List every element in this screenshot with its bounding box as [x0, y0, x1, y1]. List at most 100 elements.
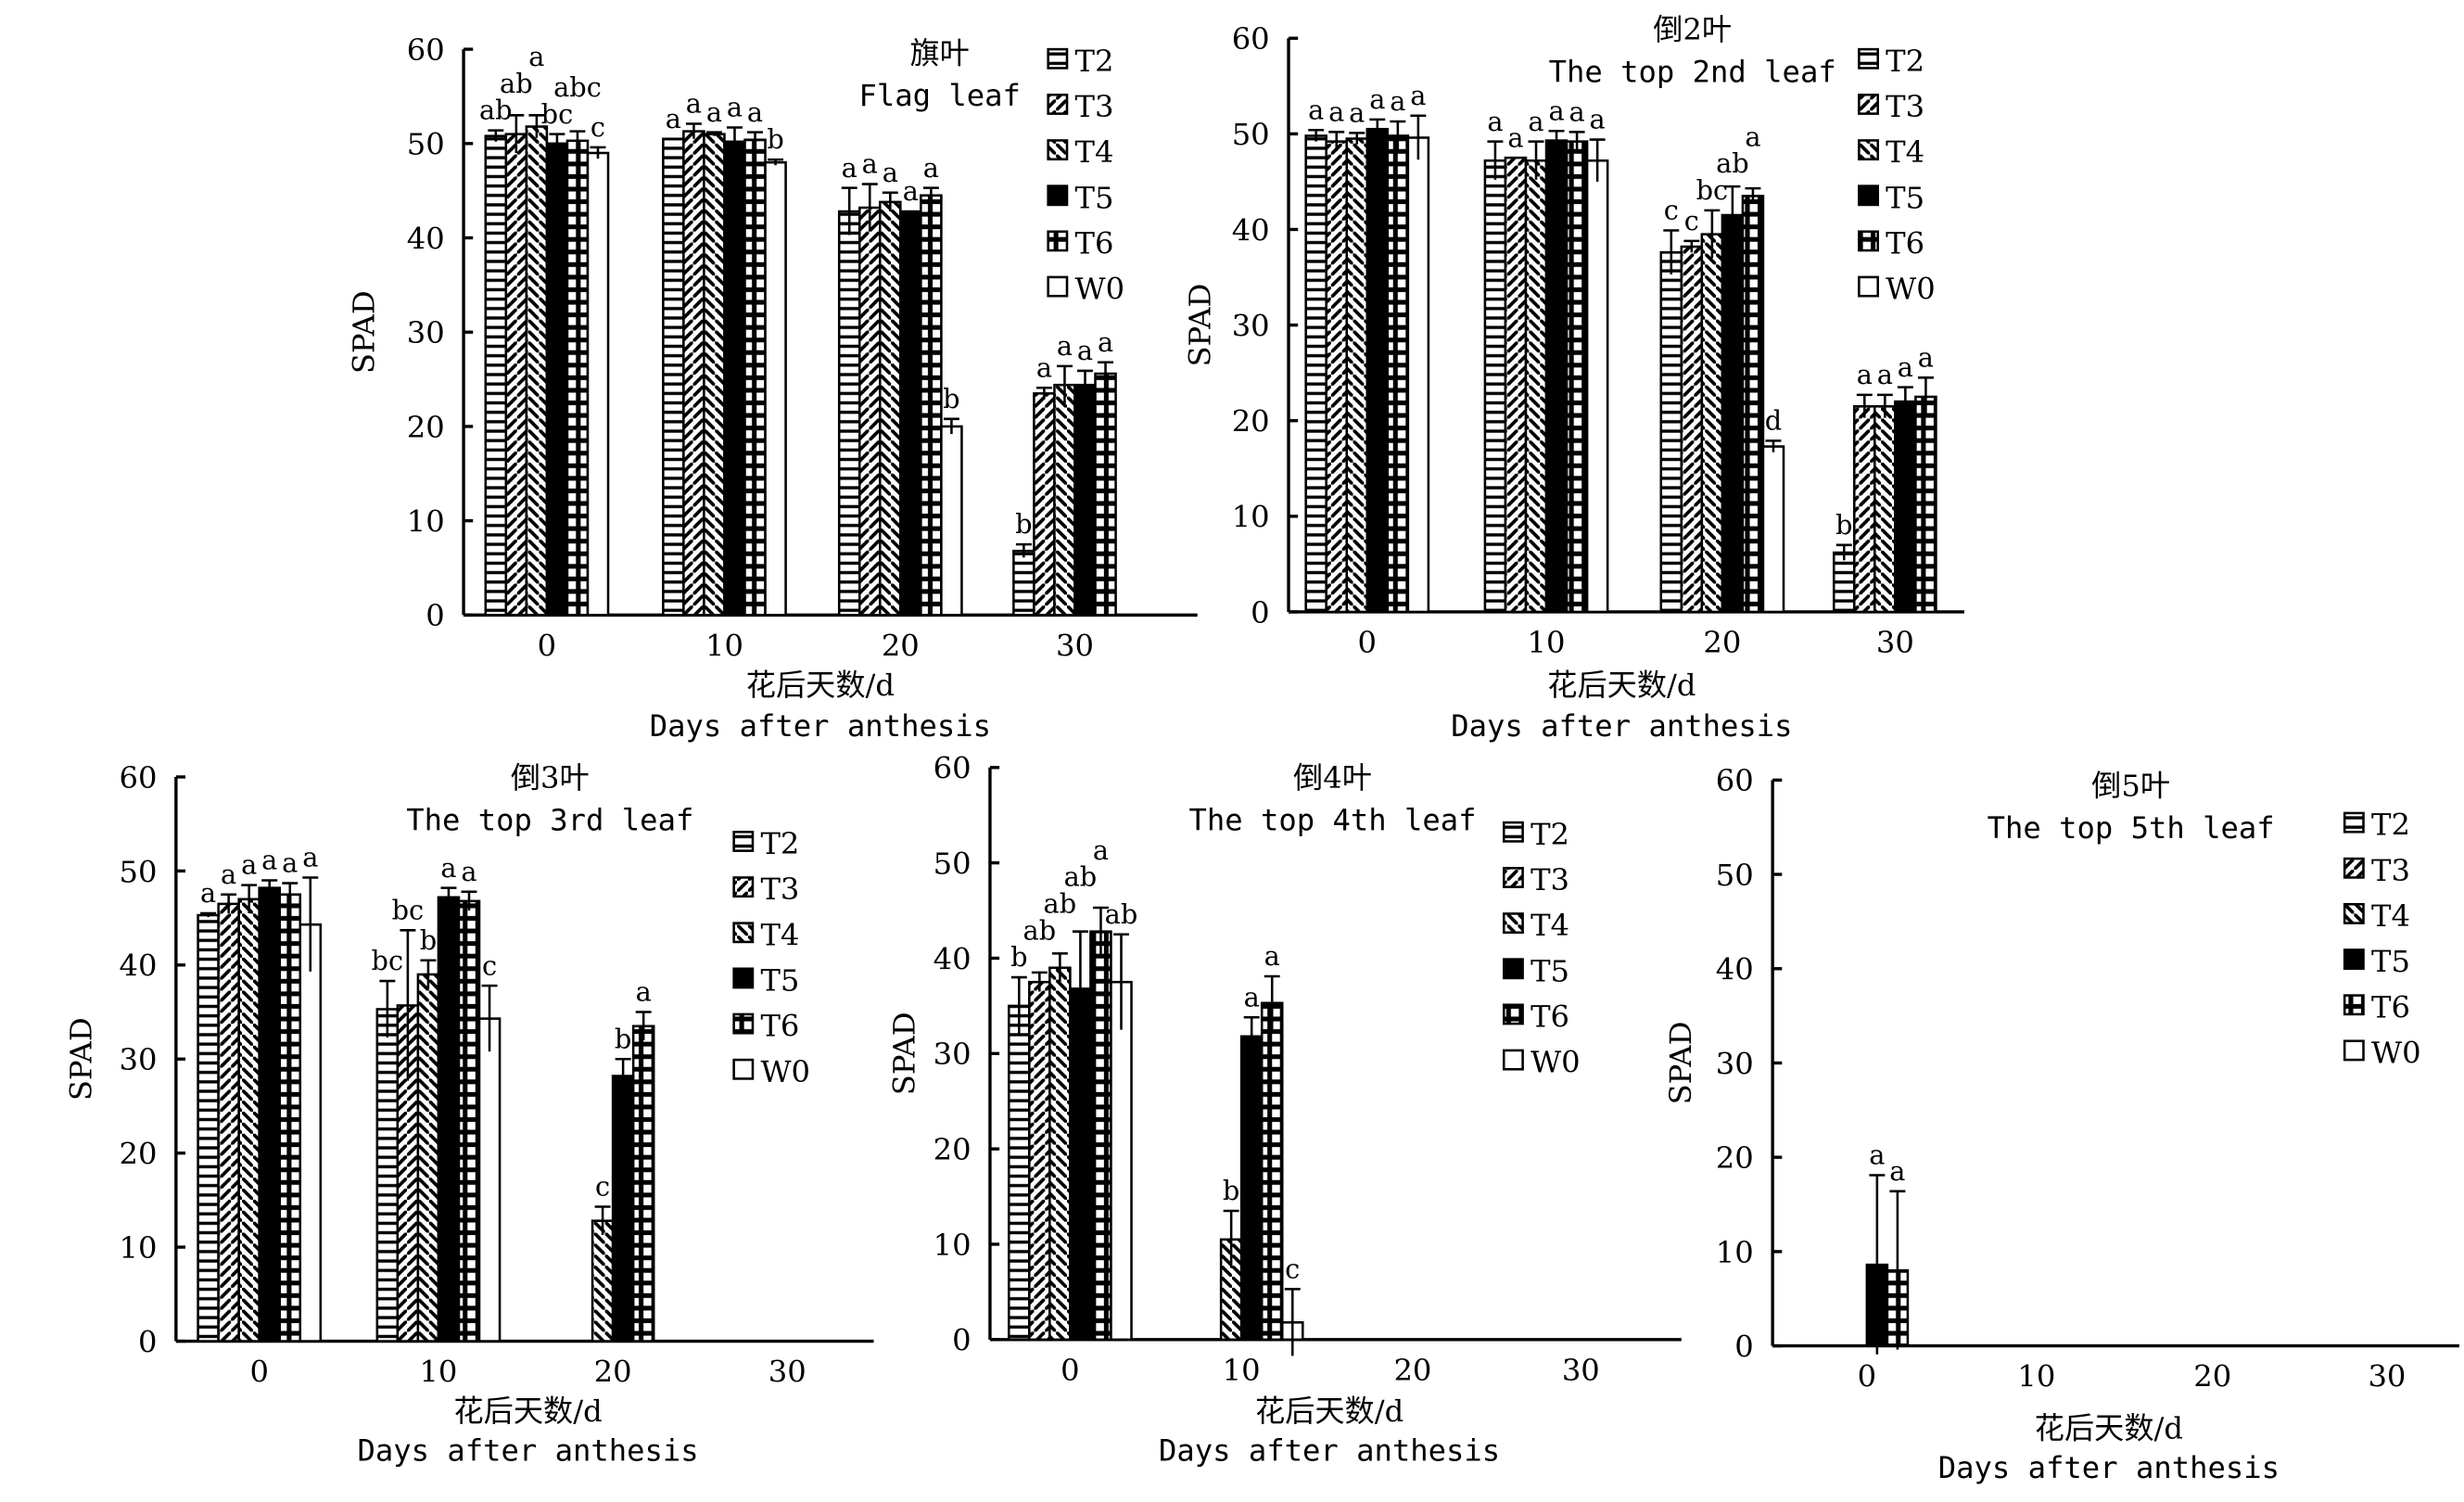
significance-letter: a [1098, 326, 1113, 358]
bar-t4 [525, 125, 549, 617]
x-axis-label-en: Days after anthesis [1938, 1450, 2280, 1485]
legend-label: T6 [1886, 225, 1924, 261]
legend-swatch-t3 [1502, 867, 1524, 888]
y-tick-label: 60 [1716, 763, 1754, 798]
significance-letter: bc [372, 945, 404, 976]
legend-swatch-t5 [732, 967, 755, 989]
legend-swatch-t2 [1502, 821, 1524, 843]
legend-label: T3 [1074, 89, 1113, 124]
x-tick-label: 30 [1876, 625, 1914, 660]
y-tick-label: 10 [934, 1228, 972, 1263]
x-tick-label: 0 [538, 628, 556, 663]
significance-letter: ab [1105, 898, 1138, 930]
bar-t5 [899, 210, 922, 617]
legend-swatch-t2 [2343, 811, 2365, 834]
x-tick-label: 30 [1056, 628, 1094, 663]
significance-letter: a [528, 41, 544, 72]
legend-label: T2 [1530, 817, 1569, 852]
bar-t4 [1345, 137, 1369, 614]
bar-t6 [631, 1025, 655, 1343]
significance-letter: a [883, 157, 898, 188]
bar-t5 [545, 142, 569, 617]
bar-w0 [1585, 159, 1609, 614]
legend-label: T4 [1530, 908, 1569, 943]
bar-w0 [298, 923, 323, 1343]
chart-panel-3: 0 10 20 30 40 50 60 0 10 20 30 倒3叶 The top 3rd leaf 花… [63, 760, 874, 1468]
bar-t3 [1504, 156, 1528, 614]
chart-title: 倒4叶 [1293, 760, 1372, 796]
bar-t6 [743, 138, 767, 617]
bar-t3 [504, 133, 528, 617]
y-tick-label: 30 [1716, 1046, 1754, 1081]
legend-label: T3 [2371, 853, 2410, 888]
x-tick-label: 30 [2368, 1359, 2406, 1394]
legend-label: W0 [1886, 272, 1936, 307]
bar-t6 [565, 139, 590, 617]
x-tick-label: 10 [419, 1355, 457, 1390]
significance-letter: a [261, 845, 277, 876]
bar-t6 [457, 899, 481, 1343]
legend-swatch-t6 [2343, 994, 2365, 1016]
x-tick-label: 0 [1858, 1359, 1876, 1394]
y-tick-label: 40 [1232, 212, 1270, 248]
x-tick-label: 20 [1393, 1353, 1431, 1388]
legend-label: T4 [2371, 898, 2410, 934]
significance-letter: a [706, 96, 722, 128]
legend-swatch-w0 [2343, 1039, 2365, 1062]
y-axis-label: SPAD [346, 290, 381, 374]
significance-letter: a [282, 847, 298, 879]
y-tick-label: 60 [407, 32, 445, 68]
y-tick-label: 0 [425, 598, 444, 633]
legend-swatch-t4 [732, 922, 755, 944]
bar-t3 [1033, 392, 1056, 617]
significance-letter: a [1369, 83, 1385, 115]
legend-label: W0 [1074, 272, 1124, 307]
bar-t2 [1659, 250, 1683, 614]
x-tick-label: 10 [705, 628, 743, 663]
significance-letter: a [1328, 95, 1344, 127]
y-tick-label: 20 [1716, 1140, 1754, 1176]
y-tick-label: 60 [1232, 21, 1270, 57]
bar-t2 [1012, 549, 1035, 617]
significance-letter: a [903, 175, 919, 207]
chart-title: 倒3叶 [511, 760, 590, 796]
y-tick-label: 10 [407, 504, 445, 540]
legend-label: T3 [760, 872, 799, 907]
bar-t5 [1365, 127, 1390, 614]
significance-letter: a [747, 96, 763, 128]
significance-letter: a [727, 92, 743, 123]
legend-swatch-t6 [732, 1012, 755, 1035]
significance-letter: c [1285, 1253, 1300, 1284]
y-tick-label: 60 [120, 760, 158, 796]
y-tick-label: 10 [1716, 1235, 1754, 1270]
x-axis-label-en: Days after anthesis [357, 1432, 698, 1468]
legend-label: T5 [1886, 180, 1924, 215]
significance-letter: a [440, 852, 456, 884]
significance-letter: c [595, 1171, 610, 1203]
y-tick-label: 40 [407, 221, 445, 256]
significance-letter: c [482, 949, 497, 981]
bar-t4 [703, 133, 726, 617]
y-tick-label: 40 [120, 948, 158, 984]
y-tick-label: 60 [934, 751, 972, 786]
bar-t5 [723, 140, 746, 617]
bar-w0 [1110, 980, 1133, 1342]
significance-letter: a [1077, 335, 1093, 366]
bar-t6 [1260, 1001, 1284, 1342]
bar-t3 [217, 902, 240, 1343]
significance-letter: bc [392, 894, 425, 925]
bar-t4 [1048, 966, 1072, 1342]
y-tick-label: 20 [1232, 404, 1270, 439]
legend-label: T2 [760, 826, 799, 861]
chart-panel-4: 0 10 20 30 40 50 60 0 10 20 30 倒4叶 The top 4th leaf 花… [887, 751, 1682, 1468]
significance-letter: a [1745, 121, 1760, 152]
legend-label: W0 [760, 1054, 810, 1089]
legend-label: T3 [1530, 862, 1569, 897]
significance-letter: a [1390, 85, 1405, 117]
y-tick-label: 10 [1232, 500, 1270, 535]
significance-letter: b [615, 1023, 631, 1054]
significance-letter: a [1877, 359, 1893, 390]
legend-swatch-t5 [1047, 185, 1069, 207]
legend-label: T4 [1886, 134, 1924, 170]
legend-swatch-t3 [732, 876, 755, 898]
